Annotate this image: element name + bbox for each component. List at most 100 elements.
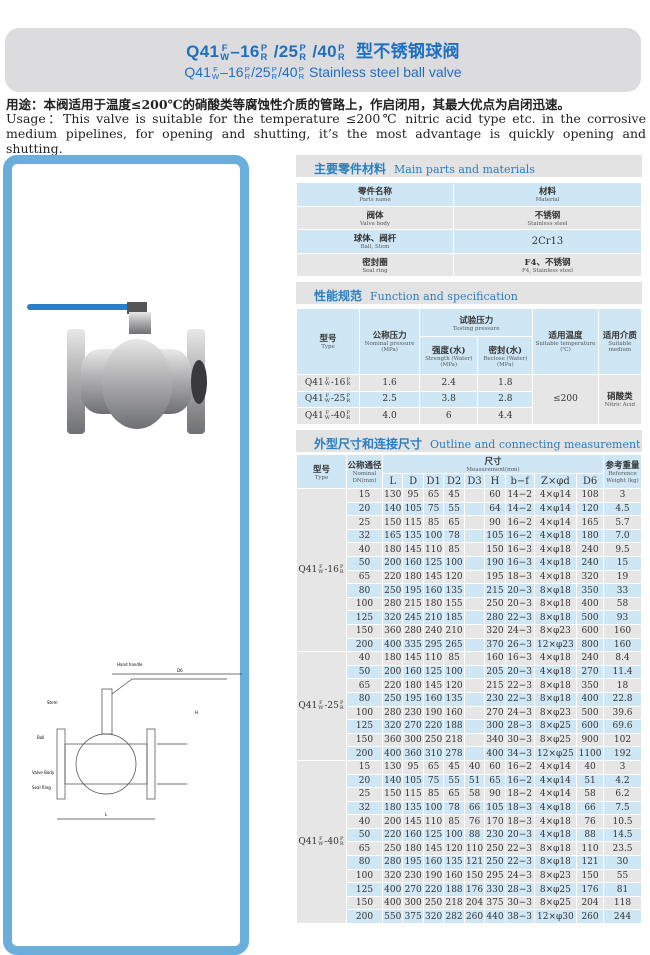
table-cell: 108	[576, 488, 604, 503]
table-cell: 85	[443, 542, 465, 558]
table-cell: 260	[576, 909, 604, 925]
table-cell: 160	[443, 705, 465, 721]
temperature-cell: ≤200	[532, 373, 599, 426]
table-cell: 150	[346, 732, 383, 748]
table-row: 150 360 280 240 210 320 24−3 8×φ23 600 160	[296, 623, 642, 639]
table-row: 80 250 195 160 135 215 20−3 8×φ18 350 33	[296, 583, 642, 598]
table-cell: 20	[346, 501, 383, 517]
table-cell: 80	[346, 855, 383, 870]
table-cell: 244	[603, 909, 642, 925]
valve-section-drawing: Hand handle Stem Ball Valve Body Seal Ri…	[32, 662, 242, 820]
table-row: Q41 F W -25 P R 40 180 145 110 85 160 16−3 4×φ18 240 8.…	[296, 651, 642, 761]
table-cell: 65	[443, 787, 465, 802]
table-cell: 8×φ25	[533, 882, 578, 897]
table-cell	[463, 732, 486, 748]
table-cell: 33	[603, 583, 642, 598]
table-cell: 58	[463, 787, 486, 802]
table-cell: 200	[346, 909, 383, 925]
table-row: 200 550 375 320 282 260 440 38−3 12×φ30 260 244	[296, 909, 642, 925]
table-cell	[463, 488, 486, 503]
table-cell: 500	[576, 705, 604, 721]
table-cell: 58	[576, 787, 604, 802]
table-cell: 90	[484, 515, 506, 530]
table-cell: 22−3	[504, 610, 535, 625]
table-cell: 320	[422, 909, 445, 925]
usage-cn: 用途：本阀适用于温度≤200℃的硝酸类等腐蚀性介质的管路上，作启闭用，其最大优点…	[6, 97, 571, 112]
table-cell: 335	[402, 637, 424, 653]
table-cell: 125	[422, 556, 445, 571]
table-cell: 320	[381, 610, 404, 625]
table-cell: 66	[463, 800, 486, 816]
table-cell: 280	[484, 610, 506, 625]
table-cell: 22−3	[504, 678, 535, 693]
table-cell: 51	[463, 773, 486, 789]
table-cell	[463, 691, 486, 707]
table-cell	[463, 664, 486, 680]
table-cell: 160	[603, 637, 642, 653]
table-cell: 65	[346, 569, 383, 585]
table-cell: 24−3	[504, 623, 535, 639]
table-cell: 85	[422, 787, 445, 802]
table-cell: 205	[484, 664, 506, 680]
table-cell: 18−3	[504, 814, 535, 829]
label-valve-body: Valve Body	[32, 770, 55, 775]
table-row: 40 200 145 110 85 76 170 18−3 4×φ18 76 10.5	[296, 814, 642, 829]
title-en: Q41 F W –16 P R/25 P R/40 P R Stainless steel bal…	[184, 64, 462, 82]
table-cell: 105	[402, 501, 424, 517]
table-row: 25 150 115 85 65 90 16−2 4×φ14 165 5.7	[296, 515, 642, 530]
table-cell: 3	[603, 759, 642, 775]
table-cell: 40	[346, 542, 383, 558]
table-cell: 64	[484, 501, 506, 517]
table-cell: 4×φ18	[533, 664, 578, 680]
table-cell: 60	[484, 488, 506, 503]
table-cell: 155	[443, 596, 465, 612]
table-cell	[463, 583, 486, 598]
table-cell: 5.7	[603, 515, 642, 530]
table-cell: 4×φ18	[533, 528, 578, 544]
table-cell: 66	[576, 800, 604, 816]
title-banner: Q41 F W –16 P R /25 P R /40 P R 型不锈钢球阀 Q41 F W –16 P R…	[5, 28, 641, 92]
table-cell	[463, 569, 486, 585]
table-cell: 24−3	[504, 705, 535, 721]
table-cell: 165	[381, 528, 404, 544]
table-cell: 11.4	[603, 664, 642, 680]
table-row: 80 280 195 160 135 121 250 22−3 8×φ18 121 30	[296, 855, 642, 870]
table-cell: 160	[484, 651, 506, 666]
valve-photo	[27, 302, 207, 434]
table-cell: 145	[422, 841, 445, 857]
table-cell: 180	[381, 651, 404, 666]
table-row: 150 360 300 250 218 340 30−3 8×φ25 900 102	[296, 732, 642, 748]
table-cell: 16−3	[504, 556, 535, 571]
table-cell: 300	[402, 895, 424, 911]
table-cell: 100	[346, 868, 383, 884]
table-cell: 295	[422, 637, 445, 653]
table-cell: 23.5	[603, 841, 642, 857]
table-cell	[463, 596, 486, 612]
table-cell: 121	[463, 855, 486, 870]
label-seal-ring: Seal Ring	[32, 785, 51, 790]
table-cell: 100	[443, 664, 465, 680]
table-cell: 16−2	[504, 773, 535, 789]
table-row: Q41 F W -16 P R 1.6 2.4 1.8 ≤200 硝酸类 Nitric Acid	[296, 373, 643, 426]
table-cell: 8×φ18	[533, 610, 578, 625]
table-cell: 4×φ18	[533, 800, 578, 816]
table-cell: 350	[576, 583, 604, 598]
table-cell: 400	[576, 596, 604, 612]
table-cell: 250	[484, 841, 506, 857]
table-cell: 90	[484, 787, 506, 802]
table-cell: 30−3	[504, 732, 535, 748]
table-cell: 16−2	[504, 528, 535, 544]
section-materials: 主要零件材料 Main parts and materials	[296, 155, 642, 177]
table-cell: 45	[443, 759, 465, 775]
table-cell: 110	[422, 814, 445, 829]
table-row: 200 400 360 310 278 400 34−3 12×φ25 1100 192	[296, 746, 642, 761]
table-cell: 8×φ23	[533, 868, 578, 884]
table-cell: 40	[463, 759, 486, 775]
table-cell: 295	[484, 868, 506, 884]
table-cell: 115	[402, 515, 424, 530]
table-cell	[463, 556, 486, 571]
table-cell: 12×φ25	[533, 746, 578, 761]
table-cell: 125	[346, 719, 383, 734]
table-cell: 800	[576, 637, 604, 653]
table-cell: 8×φ18	[533, 583, 578, 598]
